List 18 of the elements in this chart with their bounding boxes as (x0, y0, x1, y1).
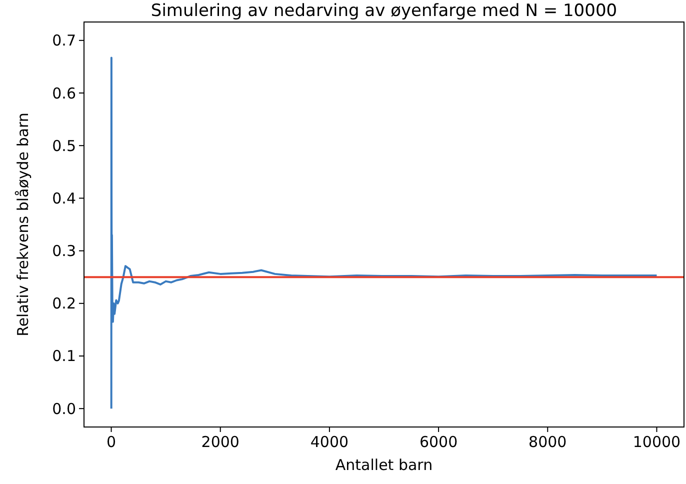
chart-title: Simulering av nedarving av øyenfarge med N = 10000 (150, 1, 618, 21)
y-tick-label: 0.3 (52, 242, 76, 260)
x-tick-label: 4000 (310, 433, 349, 451)
y-tick-label: 0.6 (52, 84, 76, 102)
x-axis-title: Antallet barn (335, 456, 433, 474)
x-tick-label: 10000 (632, 433, 681, 451)
y-tick-label: 0.2 (52, 294, 76, 313)
x-tick-label: 8000 (528, 433, 567, 451)
x-tick-label: 0 (106, 433, 116, 451)
y-tick-label: 0.4 (52, 189, 76, 208)
y-tick-label: 0.0 (52, 400, 76, 418)
y-tick-label: 0.1 (52, 347, 76, 366)
x-tick-label: 6000 (419, 433, 458, 451)
y-tick-label: 0.5 (52, 136, 76, 155)
y-tick-label: 0.7 (52, 32, 76, 50)
y-axis-title: Relativ frekvens blåøyde barn (14, 112, 32, 336)
line-series (110, 56, 658, 410)
x-tick-label: 2000 (201, 433, 240, 451)
